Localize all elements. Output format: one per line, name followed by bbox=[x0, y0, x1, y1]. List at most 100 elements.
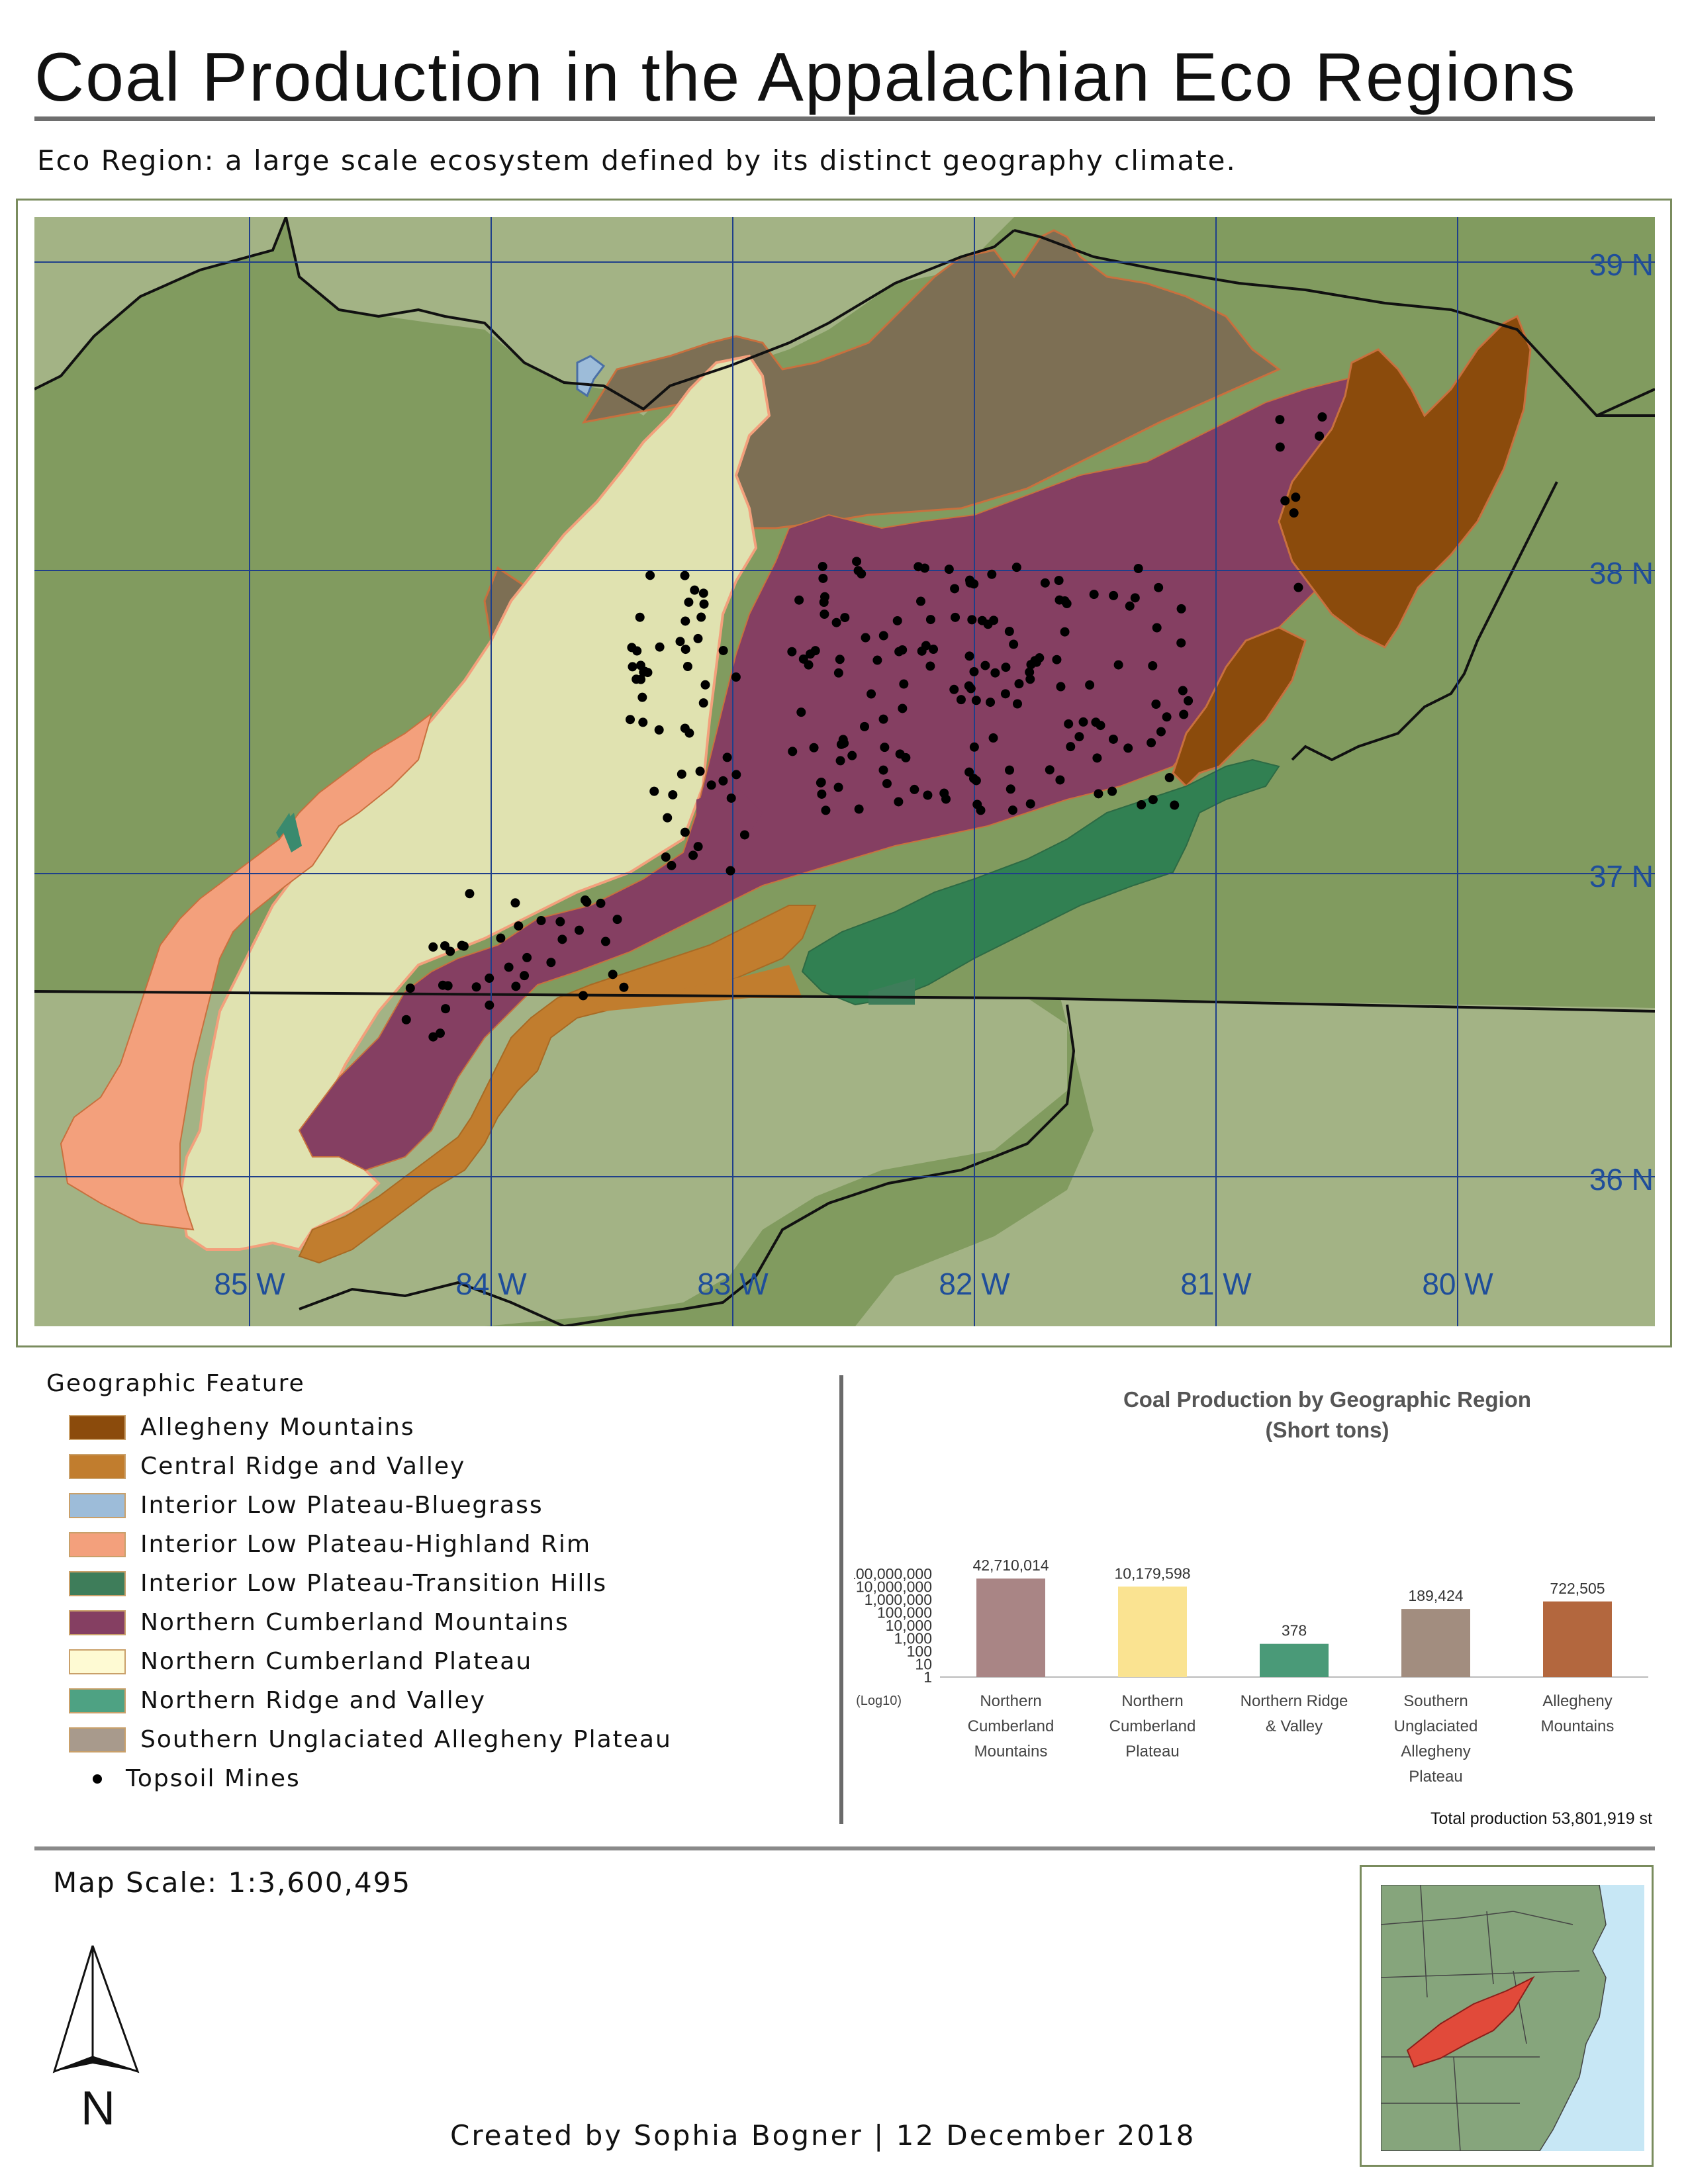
northern-cumberland-mountains bbox=[298, 375, 1399, 1171]
legend-label: Interior Low Plateau-Highland Rim bbox=[140, 1531, 592, 1558]
mine-point bbox=[817, 789, 827, 799]
mine-point bbox=[796, 707, 806, 717]
category-label: Northern bbox=[1121, 1692, 1183, 1710]
mine-point bbox=[1291, 492, 1301, 502]
mine-point bbox=[485, 1000, 494, 1010]
mine-point bbox=[860, 721, 870, 731]
map-frame bbox=[16, 199, 1672, 1347]
mine-point bbox=[898, 645, 908, 655]
category-label: Unglaciated bbox=[1394, 1717, 1478, 1735]
mine-point bbox=[964, 651, 974, 661]
bar bbox=[1543, 1601, 1612, 1677]
bar-value-label: 10,179,598 bbox=[1114, 1565, 1190, 1582]
mine-point bbox=[582, 897, 592, 907]
mine-point bbox=[1152, 623, 1162, 633]
mine-point bbox=[1148, 660, 1158, 670]
mine-point bbox=[1089, 590, 1099, 600]
mine-point bbox=[923, 790, 933, 800]
kentucky-north-region bbox=[34, 217, 286, 389]
mine-point bbox=[555, 917, 565, 927]
mine-point bbox=[471, 982, 481, 992]
state-borders bbox=[34, 217, 1655, 1326]
lon-label-82: 82 W bbox=[939, 1267, 1010, 1301]
mine-point bbox=[1055, 595, 1064, 605]
mine-point bbox=[654, 725, 664, 735]
y-tick-label: 100 bbox=[907, 1643, 932, 1660]
mine-point bbox=[921, 641, 931, 651]
chart-title: Coal Production by Geographic Region bbox=[1123, 1387, 1531, 1412]
category-label: Southern bbox=[1403, 1692, 1468, 1710]
legend-item: Interior Low Plateau-Bluegrass bbox=[46, 1486, 672, 1525]
category-label: & Valley bbox=[1266, 1717, 1323, 1735]
mine-point bbox=[675, 637, 685, 647]
mine-point bbox=[596, 898, 606, 908]
legend-swatch bbox=[69, 1570, 126, 1596]
legend-label: Topsoil Mines bbox=[126, 1765, 301, 1792]
mine-point bbox=[1125, 601, 1135, 611]
mine-point bbox=[899, 679, 909, 689]
mine-point bbox=[1156, 727, 1166, 737]
north-label: N bbox=[81, 2082, 115, 2135]
y-tick-label: 10 bbox=[915, 1656, 932, 1673]
legend-label: Northern Cumberland Plateau bbox=[140, 1648, 533, 1675]
mine-point bbox=[1062, 599, 1072, 609]
mine-point bbox=[939, 788, 949, 798]
mine-point bbox=[1176, 638, 1186, 648]
mine-point bbox=[968, 774, 978, 784]
bar-value-label: 42,710,014 bbox=[972, 1557, 1049, 1574]
mine-point bbox=[976, 805, 986, 815]
mine-point bbox=[612, 915, 622, 925]
mine-point bbox=[1025, 667, 1035, 677]
mine-point bbox=[1133, 564, 1143, 574]
mine-point bbox=[700, 680, 710, 690]
mine-point bbox=[1012, 699, 1022, 709]
mine-point bbox=[964, 767, 974, 777]
mine-point bbox=[964, 681, 974, 691]
main-map[interactable]: 39 N 38 N 37 N 36 N 85 W 84 W 83 W 82 W … bbox=[34, 217, 1655, 1326]
lat-label-37: 37 N bbox=[1589, 859, 1654, 893]
mine-point bbox=[636, 674, 646, 684]
lat-label-38: 38 N bbox=[1589, 556, 1654, 590]
legend-item: Central Ridge and Valley bbox=[46, 1447, 672, 1486]
legend-item: Interior Low Plateau-Transition Hills bbox=[46, 1564, 672, 1603]
y-tick-label: 100,000,000 bbox=[854, 1565, 932, 1582]
mine-point bbox=[951, 612, 961, 622]
mine-point bbox=[1275, 415, 1285, 425]
mine-point bbox=[840, 613, 850, 623]
mine-point bbox=[988, 733, 998, 743]
mine-point bbox=[806, 649, 816, 659]
lon-label-80: 80 W bbox=[1422, 1267, 1493, 1301]
bar bbox=[1118, 1586, 1187, 1677]
mine-point bbox=[1056, 682, 1066, 692]
lat-label-39: 39 N bbox=[1589, 248, 1654, 282]
mine-point bbox=[880, 743, 890, 752]
mine-point bbox=[929, 645, 939, 655]
legend-swatch bbox=[69, 1531, 126, 1557]
mine-point bbox=[1147, 738, 1156, 748]
mine-point bbox=[1011, 563, 1021, 572]
mine-point bbox=[496, 933, 506, 943]
y-tick-label: 10,000,000 bbox=[856, 1578, 932, 1596]
mine-point bbox=[718, 645, 728, 655]
mine-point bbox=[1074, 732, 1084, 742]
mine-point bbox=[919, 563, 929, 573]
mine-point bbox=[861, 633, 870, 643]
mine-point bbox=[428, 942, 438, 952]
mine-point bbox=[818, 561, 827, 571]
mine-point bbox=[1025, 799, 1035, 809]
mine-point bbox=[1184, 696, 1194, 705]
mine-point bbox=[628, 662, 637, 672]
mine-point bbox=[915, 596, 925, 606]
legend-item: Topsoil Mines bbox=[46, 1759, 672, 1798]
mine-point bbox=[680, 570, 690, 580]
mine-point bbox=[680, 645, 690, 655]
mine-point bbox=[838, 735, 848, 745]
mine-point bbox=[619, 982, 629, 992]
mine-point bbox=[684, 597, 694, 607]
mine-point bbox=[680, 723, 690, 733]
central-ridge-and-valley-band bbox=[590, 965, 802, 1011]
mine-point bbox=[1064, 719, 1074, 729]
mine-point bbox=[956, 695, 966, 705]
mine-point bbox=[600, 936, 610, 946]
legend-item: Interior Low Plateau-Highland Rim bbox=[46, 1525, 672, 1564]
